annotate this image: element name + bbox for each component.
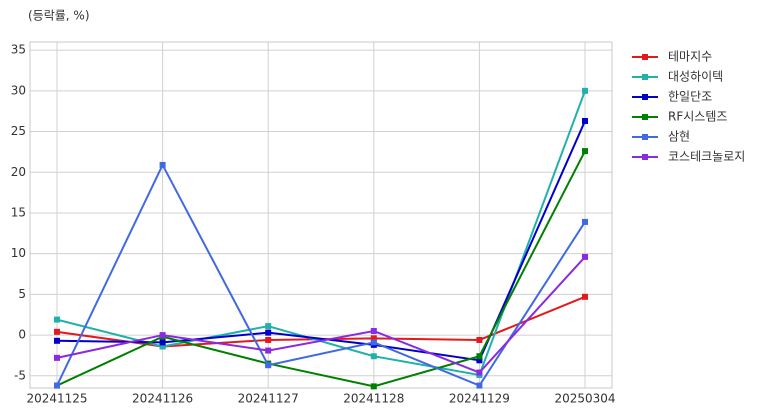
legend-marker	[642, 154, 648, 160]
x-tick-label: 20241129	[449, 392, 510, 406]
point-marker	[476, 357, 483, 364]
point-marker	[582, 218, 588, 225]
series-line	[56, 90, 586, 377]
point-marker	[582, 117, 588, 124]
legend-label: 삼현	[668, 130, 690, 144]
series-line	[56, 256, 586, 374]
y-tick-label: 20	[11, 165, 26, 179]
point-marker	[54, 316, 60, 323]
point-marker	[370, 335, 377, 342]
y-tick-label: 35	[11, 43, 26, 57]
point-marker	[159, 343, 166, 350]
legend-label: RF시스템즈	[668, 110, 727, 124]
point-marker	[370, 383, 377, 390]
point-marker	[370, 328, 377, 335]
x-tick-label: 20241126	[132, 392, 193, 406]
legend-label: 한일단조	[668, 90, 712, 104]
point-marker	[476, 353, 483, 360]
legend-marker	[642, 114, 648, 120]
legend-label: 테마지수	[668, 50, 712, 64]
plot-frame	[29, 41, 613, 389]
legend-label: 대성하이텍	[668, 70, 723, 84]
point-marker	[159, 332, 166, 339]
x-tick-label: 20241127	[238, 392, 299, 406]
y-axis-title: (등락률, %)	[28, 9, 90, 23]
point-marker	[54, 328, 60, 335]
x-tick-label: 20250304	[554, 392, 615, 406]
legend-label: 코스테크놀로지	[668, 150, 745, 164]
point-marker	[582, 253, 588, 260]
series-line	[56, 150, 586, 388]
y-tick-label: 15	[11, 205, 26, 219]
point-marker	[265, 329, 272, 336]
x-tick-label: 20241125	[26, 392, 87, 406]
legend-marker	[642, 134, 648, 140]
point-marker	[582, 148, 588, 155]
legend-marker	[642, 94, 648, 100]
series-line	[56, 120, 586, 362]
legend-marker	[642, 74, 648, 80]
point-marker	[582, 293, 588, 300]
series-line	[56, 162, 586, 387]
point-marker	[265, 323, 272, 330]
y-tick-label: 5	[18, 287, 26, 301]
point-marker	[159, 161, 166, 168]
y-tick-label: -5	[14, 368, 26, 382]
x-tick-label: 20241128	[343, 392, 404, 406]
point-marker	[370, 339, 377, 346]
y-tick-label: 10	[11, 246, 26, 260]
point-marker	[265, 347, 272, 354]
y-tick-label: 30	[11, 83, 26, 97]
point-marker	[265, 336, 272, 343]
point-marker	[582, 87, 588, 94]
point-marker	[54, 337, 60, 344]
y-tick-label: 25	[11, 124, 26, 138]
point-marker	[476, 336, 483, 343]
point-marker	[476, 382, 483, 389]
y-tick-label: 0	[18, 328, 26, 342]
point-marker	[370, 353, 377, 360]
legend-marker	[642, 54, 648, 60]
point-marker	[54, 354, 60, 361]
point-marker	[54, 382, 60, 389]
point-marker	[476, 369, 483, 376]
point-marker	[265, 362, 272, 369]
point-marker	[159, 339, 166, 346]
